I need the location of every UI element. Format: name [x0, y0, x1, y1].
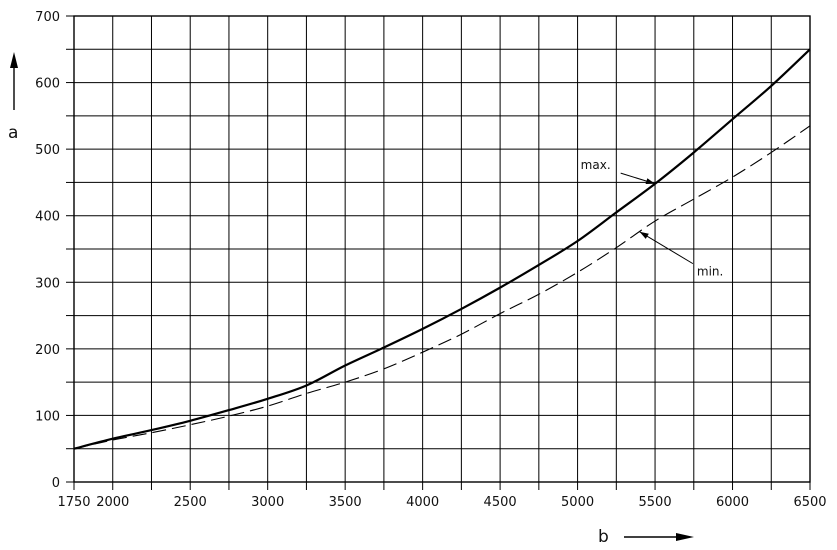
annotations: max. min.	[581, 158, 724, 279]
y-tick-label: 400	[35, 210, 60, 225]
y-tick-label: 600	[35, 77, 60, 92]
annotation-label: min.	[697, 265, 723, 279]
grid	[74, 16, 810, 482]
y-tick-label: 200	[35, 343, 60, 358]
y-tick-label: 500	[35, 143, 60, 158]
x-axis-label: b	[598, 527, 609, 547]
series-line-max	[73, 48, 811, 450]
x-tick-label: 5500	[639, 495, 672, 510]
series-group	[73, 48, 811, 450]
x-tick-label: 6000	[716, 495, 749, 510]
y-tick-label: 0	[52, 476, 60, 491]
y-tick-label: 300	[35, 276, 60, 291]
x-tick-label: 2500	[174, 495, 207, 510]
x-tick-label: 4500	[484, 495, 517, 510]
annotation-arrow-icon	[639, 231, 649, 239]
x-tick-label: 2000	[96, 495, 129, 510]
x-tick-label: 3500	[329, 495, 362, 510]
y-tick-label: 100	[35, 409, 60, 424]
x-tick-label: 5000	[561, 495, 594, 510]
series-line-min	[73, 125, 811, 450]
y-tick-label: 700	[35, 10, 60, 25]
y-axis-label: a	[8, 123, 18, 143]
annotation-label: max.	[581, 158, 611, 172]
x-tick-label: 6500	[793, 495, 826, 510]
x-tick-label: 3000	[251, 495, 284, 510]
x-tick-label: 4000	[406, 495, 439, 510]
x-tick-label: 1750	[57, 495, 90, 510]
x-axis-arrow-icon	[624, 533, 694, 541]
axis-ticks: 1750 2000 2500 3000 3500 4000 4500 5000 5500 6000…	[35, 10, 826, 510]
annotation-leader-line	[639, 231, 694, 265]
annotation-arrow-icon	[645, 178, 656, 184]
y-axis-arrow-icon	[10, 52, 18, 110]
axis-labels: a b	[8, 52, 694, 547]
